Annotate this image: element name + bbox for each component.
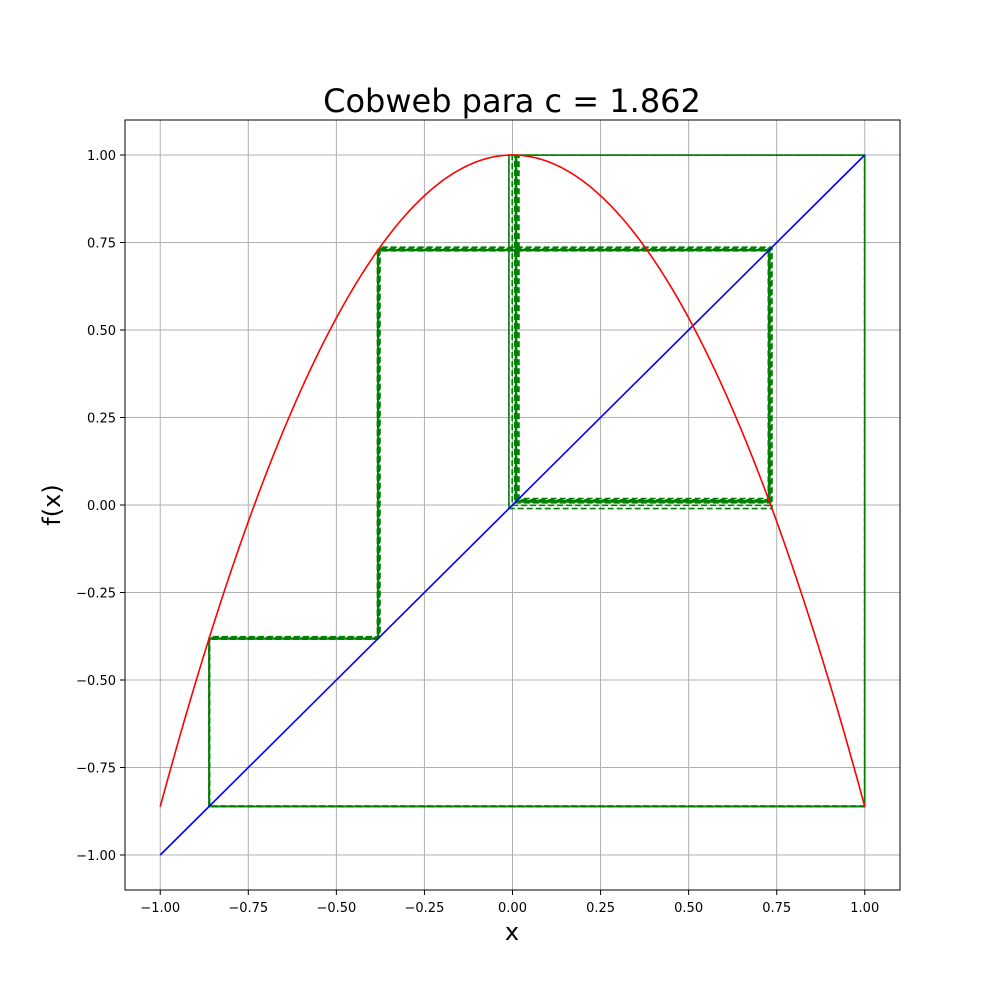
x-tick-label: −0.50: [316, 901, 356, 916]
y-tick-label: 0.00: [87, 499, 116, 514]
identity-line: [159, 154, 866, 856]
x-axis-label: x: [505, 918, 519, 946]
x-tick-label: −1.00: [140, 901, 180, 916]
y-tick-label: 0.25: [87, 412, 116, 427]
x-tick-label: 0.00: [498, 901, 527, 916]
y-tick-label: −0.50: [76, 674, 116, 689]
y-axis-label: f(x): [38, 484, 66, 525]
x-tick-label: −0.25: [405, 901, 445, 916]
y-tick-label: −1.00: [76, 849, 116, 864]
y-tick-label: 0.75: [87, 237, 116, 252]
y-tick-label: 0.50: [87, 324, 116, 339]
ticks-layer: −1.00 −0.75 −0.50 −0.25 0.00 0.25 0.50 0.75 1.00…: [76, 149, 879, 916]
x-tick-label: 1.00: [850, 901, 879, 916]
x-tick-label: 0.75: [762, 901, 791, 916]
chart-title: Cobweb para c = 1.862: [323, 82, 701, 120]
y-tick-label: −0.25: [76, 587, 116, 602]
map-curve: [159, 154, 866, 807]
x-tick-label: 0.25: [586, 901, 615, 916]
y-tick-label: −0.75: [76, 762, 116, 777]
x-tick-label: −0.75: [228, 901, 268, 916]
x-tick-label: 0.50: [674, 901, 703, 916]
series-layer: [159, 154, 866, 856]
y-tick-label: 1.00: [87, 149, 116, 164]
